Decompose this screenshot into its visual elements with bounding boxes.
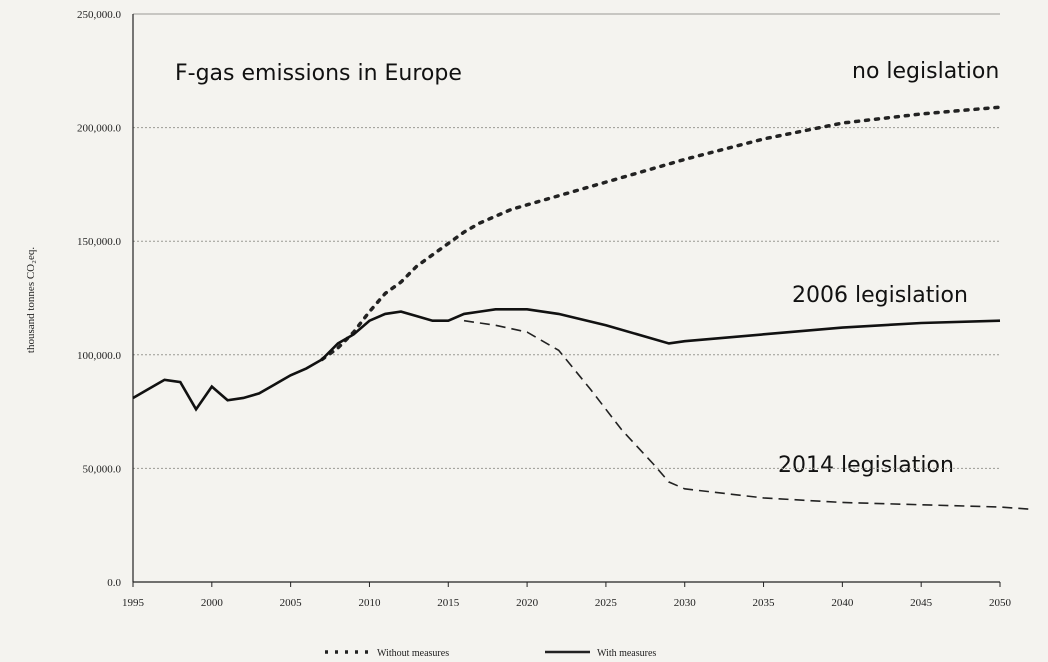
series-line — [320, 105, 1002, 362]
y-tick-label: 250,000.0 — [77, 9, 122, 21]
x-tick-label: 1995 — [122, 597, 145, 609]
x-tick-label: 2015 — [437, 597, 460, 609]
x-tick-label: 2005 — [280, 597, 303, 609]
series-label: no legislation — [852, 59, 999, 84]
x-tick-label: 2030 — [674, 597, 697, 609]
y-tick-label: 150,000.0 — [77, 236, 122, 248]
legend-label: Without measures — [377, 648, 449, 659]
x-tick-label: 2045 — [910, 597, 933, 609]
y-axis-label: thousand tonnes CO₂eq. — [25, 247, 37, 353]
y-tick-label: 200,000.0 — [77, 123, 122, 135]
y-tick-label: 100,000.0 — [77, 350, 122, 362]
x-tick-label: 2025 — [595, 597, 618, 609]
x-tick-label: 2035 — [753, 597, 776, 609]
y-tick-label: 0.0 — [107, 577, 121, 589]
x-tick-label: 2020 — [516, 597, 539, 609]
x-tick-label: 2050 — [989, 597, 1012, 609]
series-label: 2006 legislation — [792, 283, 968, 308]
y-tick-label: 50,000.0 — [83, 463, 122, 475]
chart-title: F-gas emissions in Europe — [175, 61, 462, 86]
series-label: 2014 legislation — [778, 453, 954, 478]
x-tick-label: 2040 — [831, 597, 854, 609]
legend-label: With measures — [597, 648, 656, 659]
series-line — [463, 319, 1032, 511]
x-tick-label: 2000 — [201, 597, 224, 609]
x-tick-label: 2010 — [358, 597, 381, 609]
series-line — [132, 308, 1001, 412]
